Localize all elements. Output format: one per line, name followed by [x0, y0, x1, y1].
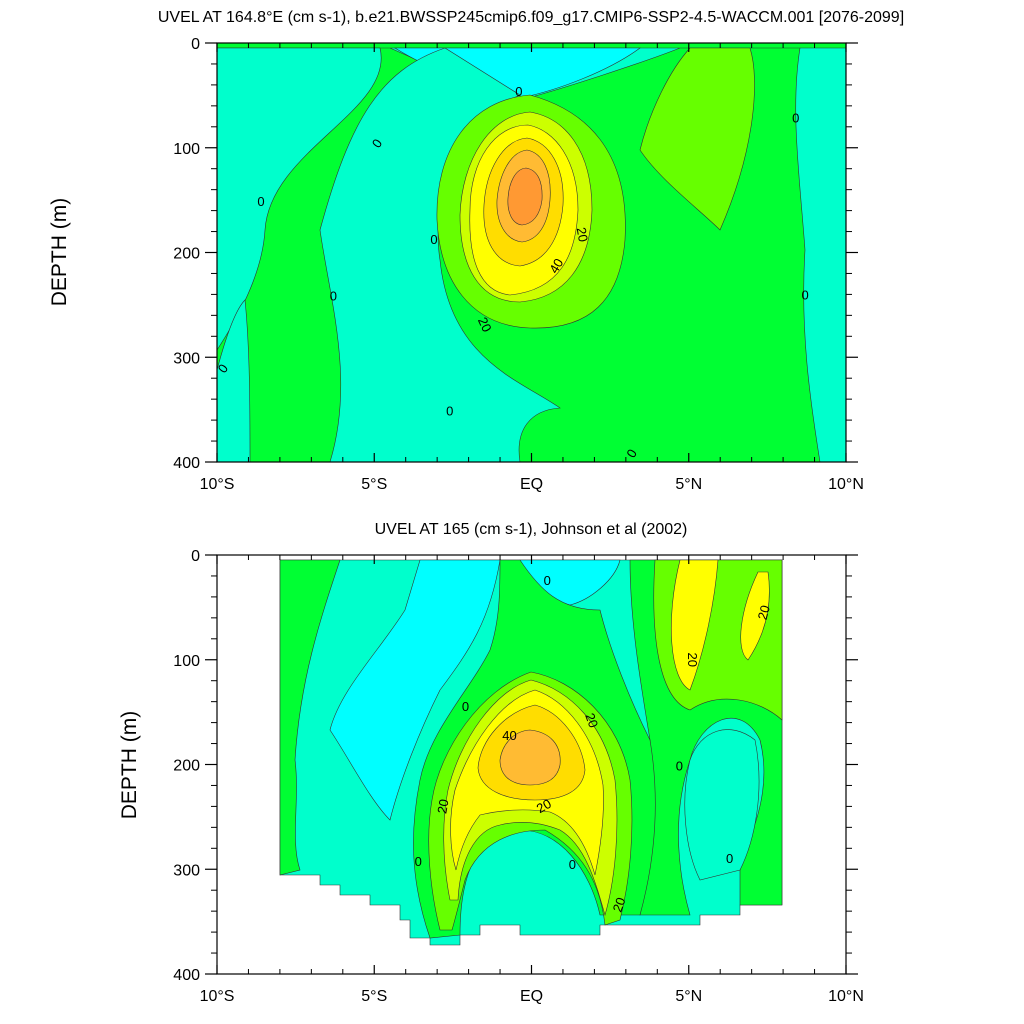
top-x-tick-label: 5°S [361, 476, 387, 493]
bottom-contour-label: 20 [610, 895, 629, 914]
top-contour-label: 0 [792, 110, 799, 125]
bottom-y-axis-label: DEPTH (m) [118, 711, 141, 820]
bottom-contour-label: 20 [434, 798, 451, 815]
top-contour-label: 0 [257, 194, 264, 209]
bottom-contour-field [279, 559, 783, 946]
bottom-contour-label: 0 [569, 857, 576, 872]
top-southwest-cyan [217, 299, 251, 462]
top-y-tick-label: 0 [191, 36, 200, 53]
bottom-contour-label: 20 [582, 711, 601, 730]
bottom-contour-label: 20 [685, 653, 700, 667]
top-y-tick-label: 200 [173, 246, 200, 263]
bottom-y-tick-label: 200 [173, 758, 200, 775]
bottom-contour-labels: 0 20 20 0 20 40 0 20 20 0 0 0 20 [415, 573, 773, 914]
bottom-contour-label: 0 [676, 759, 683, 774]
top-contour-field [217, 43, 846, 462]
bottom-jet-core [499, 729, 561, 786]
bottom-contour-label: 0 [415, 854, 422, 869]
bottom-contour-label: 20 [755, 604, 773, 622]
top-jet-core [507, 167, 543, 226]
bottom-contour-label: 20 [534, 796, 554, 816]
top-contour-label: 0 [515, 84, 522, 99]
top-y-tick-label: 100 [173, 141, 200, 158]
bottom-x-tick-label: 5°N [675, 988, 702, 1005]
top-panel-title: UVEL AT 164.8°E (cm s-1), b.e21.BWSSP245… [158, 9, 904, 26]
bottom-east-jet-yellow-1 [670, 559, 719, 691]
bottom-contour-label: 0 [462, 699, 469, 714]
bottom-x-tick-label: 5°S [361, 988, 387, 1005]
top-panel: UVEL AT 164.8°E (cm s-1), b.e21.BWSSP245… [48, 9, 904, 493]
bottom-panel: UVEL AT 165 (cm s-1), Johnson et al (200… [118, 521, 864, 1005]
top-x-tick-label: EQ [520, 476, 543, 493]
top-x-tick-label: 10°N [828, 476, 864, 493]
top-x-tick-label: 5°N [675, 476, 702, 493]
bottom-y-tick-label: 400 [173, 967, 200, 984]
top-contour-label: 0 [430, 232, 437, 247]
bottom-contour-label: 0 [544, 573, 551, 588]
top-x-tick-label: 10°S [200, 476, 235, 493]
bottom-y-tick-label: 300 [173, 862, 200, 879]
top-y-axis-label: DEPTH (m) [48, 198, 71, 307]
bottom-contour-label: 40 [502, 728, 516, 743]
bottom-west-green-band [279, 559, 341, 876]
top-contour-label: 0 [801, 287, 808, 302]
bottom-cyan-patch-southeast [684, 729, 760, 881]
top-east-green-lobe [639, 47, 755, 231]
bottom-y-tick-label: 0 [191, 548, 200, 565]
bottom-x-tick-label: EQ [520, 988, 543, 1005]
top-contour-label: 0 [330, 288, 337, 303]
bottom-x-tick-label: 10°N [828, 988, 864, 1005]
bottom-y-tick-label: 100 [173, 653, 200, 670]
bottom-contour-label: 0 [726, 851, 733, 866]
bottom-panel-title: UVEL AT 165 (cm s-1), Johnson et al (200… [375, 521, 688, 538]
top-contour-label: 20 [574, 226, 591, 243]
top-contour-label: 20 [475, 315, 495, 334]
bottom-x-tick-label: 10°S [200, 988, 235, 1005]
bottom-cyan-patch-west [329, 559, 501, 821]
top-y-tick-label: 400 [173, 455, 200, 472]
top-contour-label: 40 [546, 256, 566, 276]
bottom-east-jet-yellow-2 [740, 571, 770, 661]
top-contour-label: 0 [446, 404, 453, 419]
top-y-tick-label: 300 [173, 350, 200, 367]
